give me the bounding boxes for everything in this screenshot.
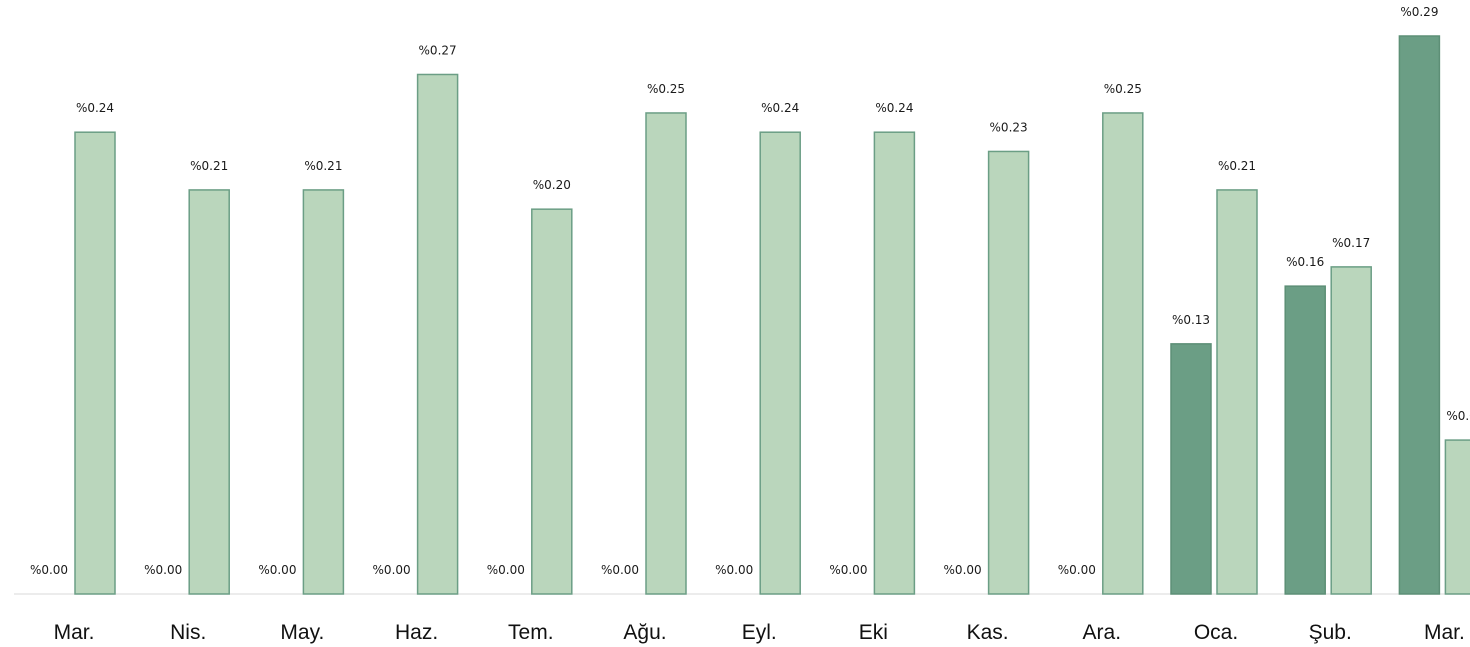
data-label-series1-4: %0.00	[373, 563, 411, 577]
data-label-series1-13: %0.29	[1400, 5, 1438, 19]
x-tick-label-1: Mar.	[54, 621, 95, 644]
bar-series2-10	[1102, 112, 1144, 595]
data-label-series1-11: %0.13	[1172, 313, 1210, 327]
data-label-series2-10: %0.25	[1104, 82, 1142, 96]
x-tick-label-10: Ara.	[1083, 621, 1122, 644]
data-label-series2-9: %0.23	[990, 120, 1028, 134]
data-label-series1-9: %0.00	[944, 563, 982, 577]
bar-series2-2	[188, 189, 230, 595]
data-label-series1-8: %0.00	[829, 563, 867, 577]
data-label-series1-10: %0.00	[1058, 563, 1096, 577]
bar-series2-4	[416, 73, 459, 595]
x-tick-label-7: Eyl.	[742, 621, 777, 644]
data-label-series1-1: %0.00	[30, 563, 68, 577]
bar-series1-11	[1170, 343, 1212, 595]
bar-series2-9	[987, 150, 1030, 595]
data-label-series2-5: %0.20	[533, 178, 571, 192]
data-label-series1-6: %0.00	[601, 563, 639, 577]
bar-series2-12	[1330, 266, 1372, 595]
bar-series2-8	[873, 131, 916, 595]
bar-series2-3	[302, 189, 345, 595]
data-label-series2-6: %0.25	[647, 82, 685, 96]
data-label-series2-12: %0.17	[1332, 236, 1370, 250]
data-label-series2-7: %0.24	[761, 101, 799, 115]
x-tick-label-13: Mar.	[1424, 621, 1465, 644]
x-tick-label-6: Ağu.	[623, 621, 666, 644]
data-label-series1-7: %0.00	[715, 563, 753, 577]
data-labels-group: %0.00 %0.24 %0.00 %0.21 %0.00 %0.21 %0.00 %0.27…	[30, 5, 1470, 577]
data-label-series2-4: %0.27	[419, 43, 457, 57]
data-label-series1-2: %0.00	[144, 563, 182, 577]
x-tick-label-9: Kas.	[967, 621, 1009, 644]
bar-series2-13	[1444, 439, 1470, 595]
x-tick-label-12: Şub.	[1309, 621, 1352, 644]
data-label-series1-12: %0.16	[1286, 255, 1324, 269]
data-label-series2-2: %0.21	[190, 159, 228, 173]
x-tick-label-8: Eki	[859, 621, 888, 644]
data-label-series2-11: %0.21	[1218, 159, 1256, 173]
data-label-series2-1: %0.24	[76, 101, 114, 115]
bars-group	[74, 35, 1470, 595]
bar-series1-13	[1398, 35, 1441, 595]
bar-series2-5	[531, 208, 573, 595]
x-tick-label-2: Nis.	[170, 621, 206, 644]
data-label-series2-8: %0.24	[875, 101, 913, 115]
bar-series2-11	[1216, 189, 1258, 595]
bar-series1-12	[1284, 285, 1326, 595]
bar-series2-1	[74, 131, 116, 595]
data-label-series1-5: %0.00	[487, 563, 525, 577]
x-tick-label-11: Oca.	[1194, 621, 1238, 644]
x-tick-label-4: Haz.	[395, 621, 438, 644]
bar-series2-6	[645, 112, 687, 595]
x-tick-label-5: Tem.	[508, 621, 554, 644]
data-label-series2-13: %0.08	[1446, 409, 1470, 423]
x-tick-label-3: May.	[280, 621, 324, 644]
x-tick-labels-group: Mar. Nis. May. Haz. Tem. Ağu. Eyl. Eki Kas. Ara. O…	[54, 621, 1465, 644]
data-label-series2-3: %0.21	[304, 159, 342, 173]
bar-series2-7	[759, 131, 801, 595]
data-label-series1-3: %0.00	[258, 563, 296, 577]
